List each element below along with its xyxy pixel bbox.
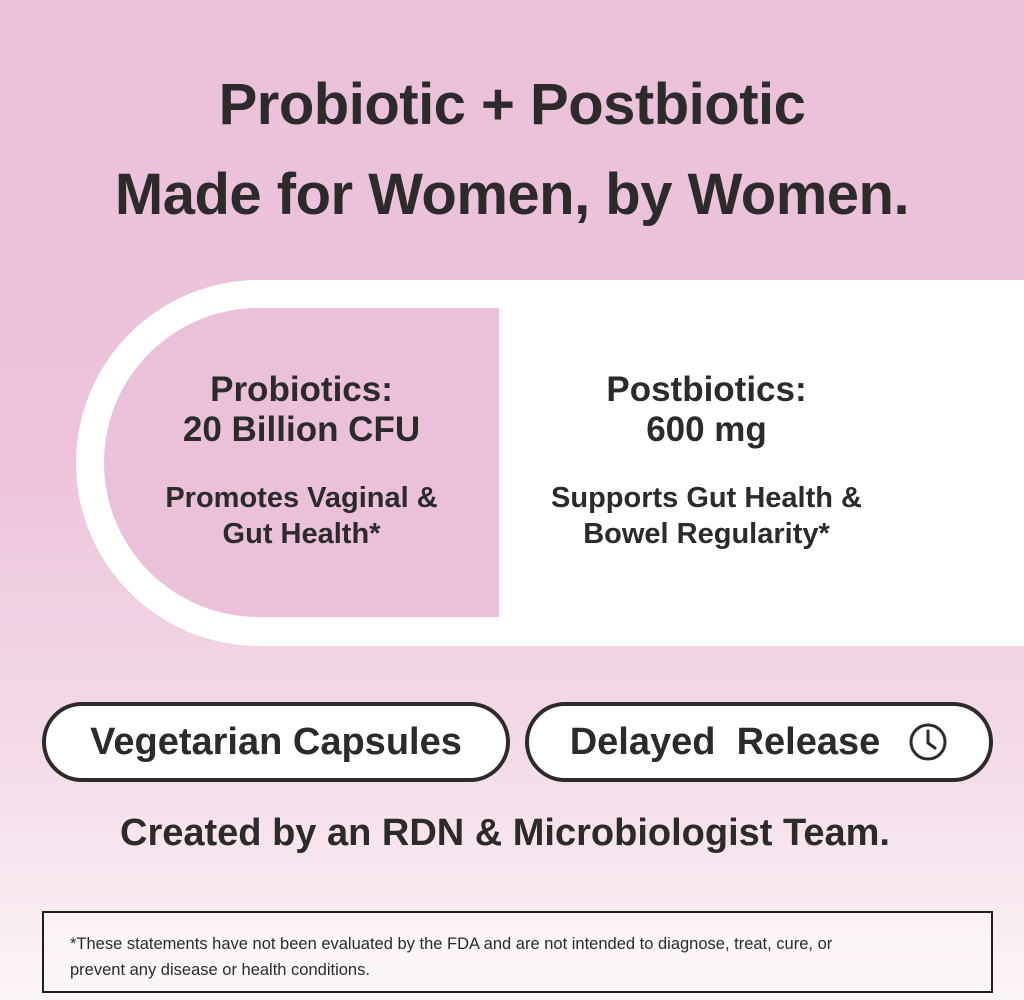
clock-icon	[909, 723, 947, 761]
probiotics-value: 20 Billion CFU	[182, 410, 421, 449]
created-by-text: Created by an RDN & Microbiologist Team.	[120, 812, 890, 854]
probiotics-title: Probiotics:	[210, 370, 393, 409]
probiotics-benefit: Promotes Vaginal & Gut Health*	[104, 480, 499, 552]
postbiotics-title: Postbiotics:	[606, 370, 807, 409]
postbiotics-benefit: Supports Gut Health & Bowel Regularity*	[499, 480, 914, 552]
postbiotics-panel: Postbiotics: 600 mg Supports Gut Health …	[499, 370, 914, 552]
vegetarian-capsules-badge: Vegetarian Capsules	[42, 702, 510, 782]
delayed-release-badge: Delayed Release	[525, 702, 993, 782]
postbiotics-value: 600 mg	[646, 410, 767, 449]
postbiotics-benefit-line-1: Supports Gut Health &	[551, 482, 862, 514]
probiotics-benefit-line-2: Gut Health*	[222, 518, 381, 550]
delayed-release-label: Delayed Release	[569, 720, 881, 763]
probiotics-panel: Probiotics: 20 Billion CFU Promotes Vagi…	[104, 370, 499, 552]
capsule-probiotic-half	[104, 308, 499, 617]
headline-line-2: Made for Women, by Women.	[114, 162, 910, 227]
headline-line-1: Probiotic + Postbiotic	[218, 72, 806, 137]
disclaimer-line-2: prevent any disease or health conditions…	[70, 961, 370, 979]
vegetarian-capsules-label: Vegetarian Capsules	[90, 720, 462, 763]
fda-disclaimer-box: *These statements have not been evaluate…	[42, 911, 993, 993]
probiotics-benefit-line-1: Promotes Vaginal &	[165, 482, 438, 514]
postbiotics-benefit-line-2: Bowel Regularity*	[583, 518, 830, 550]
disclaimer-line-1: *These statements have not been evaluate…	[70, 935, 833, 953]
